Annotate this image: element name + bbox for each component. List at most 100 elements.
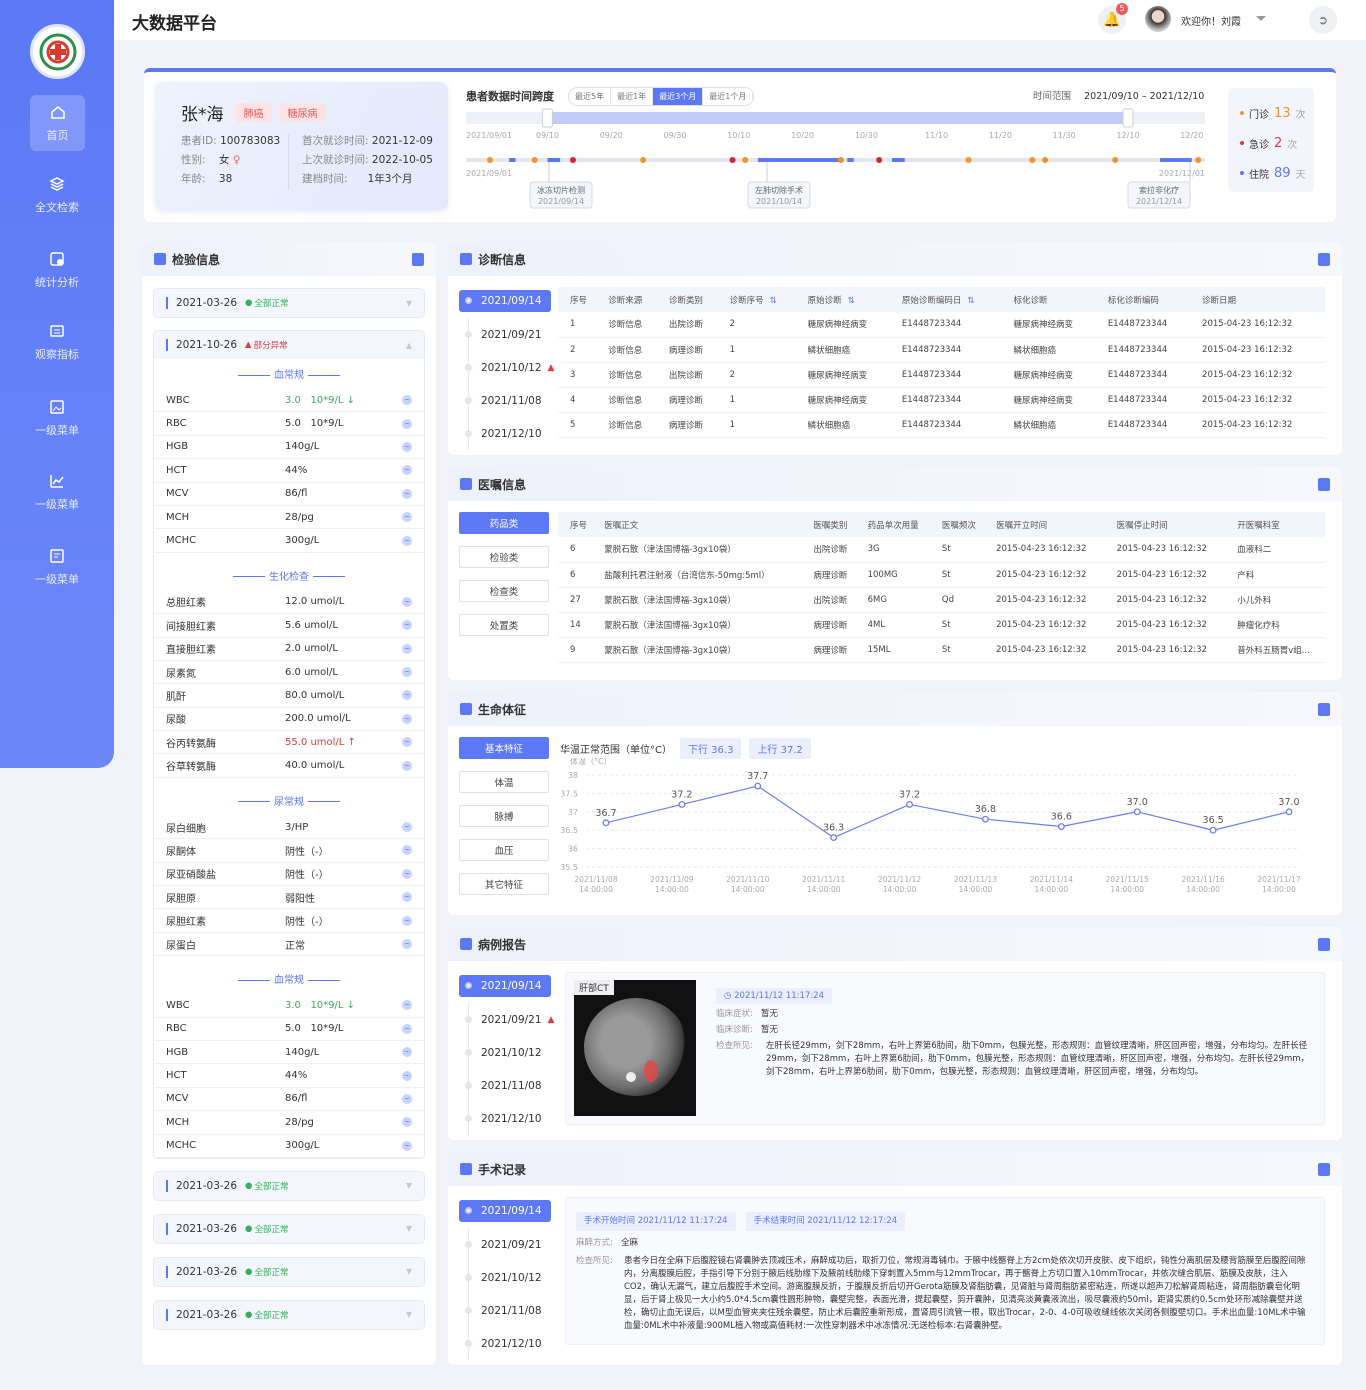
category-button[interactable]: 其它特征 [459, 873, 549, 895]
trend-icon[interactable]: ~ [402, 1140, 412, 1151]
trend-icon[interactable]: ~ [402, 1070, 412, 1081]
category-button[interactable]: 药品类 [459, 512, 549, 534]
data-point[interactable] [981, 815, 989, 823]
chevron-down-icon[interactable]: ▼ [405, 298, 412, 308]
sidebar-item[interactable]: 统计分析 [0, 242, 114, 298]
range-option[interactable]: 最近1年 [611, 88, 654, 105]
data-point[interactable] [678, 800, 686, 808]
table-row[interactable]: 9 蒙脱石散（津法国博福-3gx10袋） 病理诊断 15ML St 2015-04-23 … [558, 637, 1325, 663]
chevron-down-icon[interactable]: ▼ [405, 1267, 412, 1277]
category-button[interactable]: 血压 [459, 839, 549, 861]
chevron-up-icon[interactable]: ▲ [405, 340, 412, 350]
timeline-callout[interactable]: 索拉非化疗 2021/12/14 [1127, 162, 1191, 209]
sort-icon[interactable]: ⇅ [847, 295, 855, 306]
document-icon[interactable] [1318, 937, 1330, 951]
notification-button[interactable]: 🔔 5 [1098, 3, 1128, 34]
range-handle[interactable] [1122, 108, 1134, 128]
sort-icon[interactable]: ⇅ [769, 295, 777, 306]
outpatient-event[interactable] [837, 157, 844, 163]
date-item[interactable]: 2021/11/08 [459, 1294, 551, 1327]
trend-icon[interactable]: ~ [402, 868, 412, 879]
lab-group-header[interactable]: 2021-10-26 ▲ 部分异常 ▲ [154, 331, 424, 359]
category-button[interactable]: 处置类 [459, 614, 549, 636]
trend-icon[interactable]: ~ [402, 1117, 412, 1128]
outpatient-event[interactable] [1112, 157, 1119, 163]
timeline-callout[interactable]: 冰冻切片检测 2021/09/14 [529, 162, 593, 209]
data-point[interactable] [754, 782, 762, 790]
date-item[interactable]: 2021/12/10 [459, 417, 551, 450]
outpatient-event[interactable] [1195, 157, 1202, 163]
chevron-down-icon[interactable]: ▼ [405, 1310, 412, 1320]
chevron-down-icon[interactable]: ▼ [405, 1181, 412, 1191]
trend-icon[interactable]: ~ [402, 465, 412, 476]
column-header[interactable]: 诊断序号 ⇅ [717, 287, 796, 312]
table-row[interactable]: 6 盐酸利托君注射液（台湾信东-50mg:5ml） 病理诊断 100MG St 2015-… [558, 562, 1325, 588]
trend-icon[interactable]: ~ [402, 488, 412, 499]
emergency-event[interactable] [876, 157, 883, 163]
data-point[interactable] [1057, 823, 1065, 830]
date-item[interactable]: 2021/10/12 ▲ [459, 351, 554, 384]
trend-icon[interactable]: ~ [402, 1093, 412, 1104]
range-option[interactable]: 最近5年 [569, 88, 612, 105]
category-button[interactable]: 体温 [459, 771, 549, 793]
emergency-event[interactable] [569, 157, 576, 163]
sidebar-item[interactable]: 一级菜单 [0, 539, 114, 595]
user-dropdown-icon[interactable] [1256, 16, 1266, 21]
trend-icon[interactable]: ~ [402, 760, 412, 771]
trend-icon[interactable]: ~ [402, 892, 412, 903]
lab-group-header[interactable]: 2021-03-26 ● 全部正常 ▼ [154, 289, 424, 317]
trend-icon[interactable]: ~ [402, 1023, 412, 1034]
trend-icon[interactable]: ~ [402, 596, 412, 607]
outpatient-event[interactable] [965, 157, 972, 163]
outpatient-event[interactable] [531, 157, 538, 163]
range-option[interactable]: 最近1个月 [703, 88, 754, 105]
trend-icon[interactable]: ~ [402, 822, 412, 833]
lab-group-header[interactable]: 2021-03-26 ● 全部正常 ▼ [154, 1257, 424, 1286]
date-item[interactable]: 2021/12/10 [459, 1327, 551, 1360]
trend-icon[interactable]: ~ [402, 845, 412, 856]
date-item[interactable]: 2021/09/14 [459, 1200, 551, 1222]
trend-icon[interactable]: ~ [402, 643, 412, 654]
document-icon[interactable] [1318, 252, 1330, 266]
data-point[interactable] [602, 819, 610, 827]
table-row[interactable]: 27 蒙脱石散（津法国博福-3gx10袋） 出院诊断 6MG Qd 2015-04-23 … [558, 587, 1325, 613]
range-handle[interactable] [541, 108, 553, 128]
trend-icon[interactable]: ~ [402, 1047, 412, 1058]
date-item[interactable]: 2021/09/21 ▲ [459, 1003, 554, 1036]
trend-icon[interactable]: ~ [402, 512, 412, 523]
table-row[interactable]: 6 蒙脱石散（津法国博福-3gx10袋） 出院诊断 3G St 2015-04-23 16… [558, 537, 1325, 563]
table-row[interactable]: 2 诊断信息 病理诊断 1 鳞状细胞癌 E1448723344 鳞状细胞癌 E14487233… [558, 337, 1325, 363]
trend-icon[interactable]: ~ [402, 441, 412, 452]
lab-group-header[interactable]: 2021-03-26 ● 全部正常 ▼ [154, 1214, 424, 1243]
sidebar-item[interactable]: 首页 [30, 95, 85, 151]
category-button[interactable]: 基本特征 [459, 737, 549, 759]
user-welcome[interactable]: 欢迎你！刘霞 [1181, 17, 1241, 28]
sidebar-item[interactable]: 全文检索 [0, 167, 114, 223]
table-row[interactable]: 3 诊断信息 出院诊断 2 糖尿病神经病变 E1448723344 糖尿病神经病变 E1448… [558, 362, 1325, 388]
avatar[interactable] [1145, 6, 1171, 32]
emergency-event[interactable] [729, 157, 736, 163]
date-item[interactable]: 2021/09/14 [459, 975, 551, 997]
document-icon[interactable] [1318, 702, 1330, 716]
range-option[interactable]: 最近3个月 [653, 88, 704, 105]
lab-group-header[interactable]: 2021-03-26 ● 全部正常 ▼ [154, 1171, 424, 1200]
data-point[interactable] [906, 800, 914, 808]
trend-icon[interactable]: ~ [402, 713, 412, 724]
date-item[interactable]: 2021/10/12 [459, 1261, 551, 1294]
trend-icon[interactable]: ~ [402, 915, 412, 926]
trend-icon[interactable]: ~ [402, 418, 412, 429]
document-icon[interactable] [412, 252, 424, 266]
ct-image[interactable]: 肝部CT [574, 980, 696, 1116]
data-point[interactable] [830, 834, 838, 842]
outpatient-event[interactable] [742, 157, 749, 163]
outpatient-event[interactable] [1042, 157, 1049, 163]
data-point[interactable] [1285, 808, 1293, 816]
date-item[interactable]: 2021/10/12 [459, 1036, 551, 1069]
trend-icon[interactable]: ~ [402, 690, 412, 701]
trend-icon[interactable]: ~ [402, 620, 412, 631]
trend-icon[interactable]: ~ [402, 737, 412, 748]
date-item[interactable]: 2021/09/14 [459, 290, 551, 312]
date-item[interactable]: 2021/11/08 [459, 384, 551, 417]
date-item[interactable]: 2021/09/21 [459, 1228, 551, 1261]
column-header[interactable]: 原始诊断编码日 ⇅ [889, 287, 1002, 312]
